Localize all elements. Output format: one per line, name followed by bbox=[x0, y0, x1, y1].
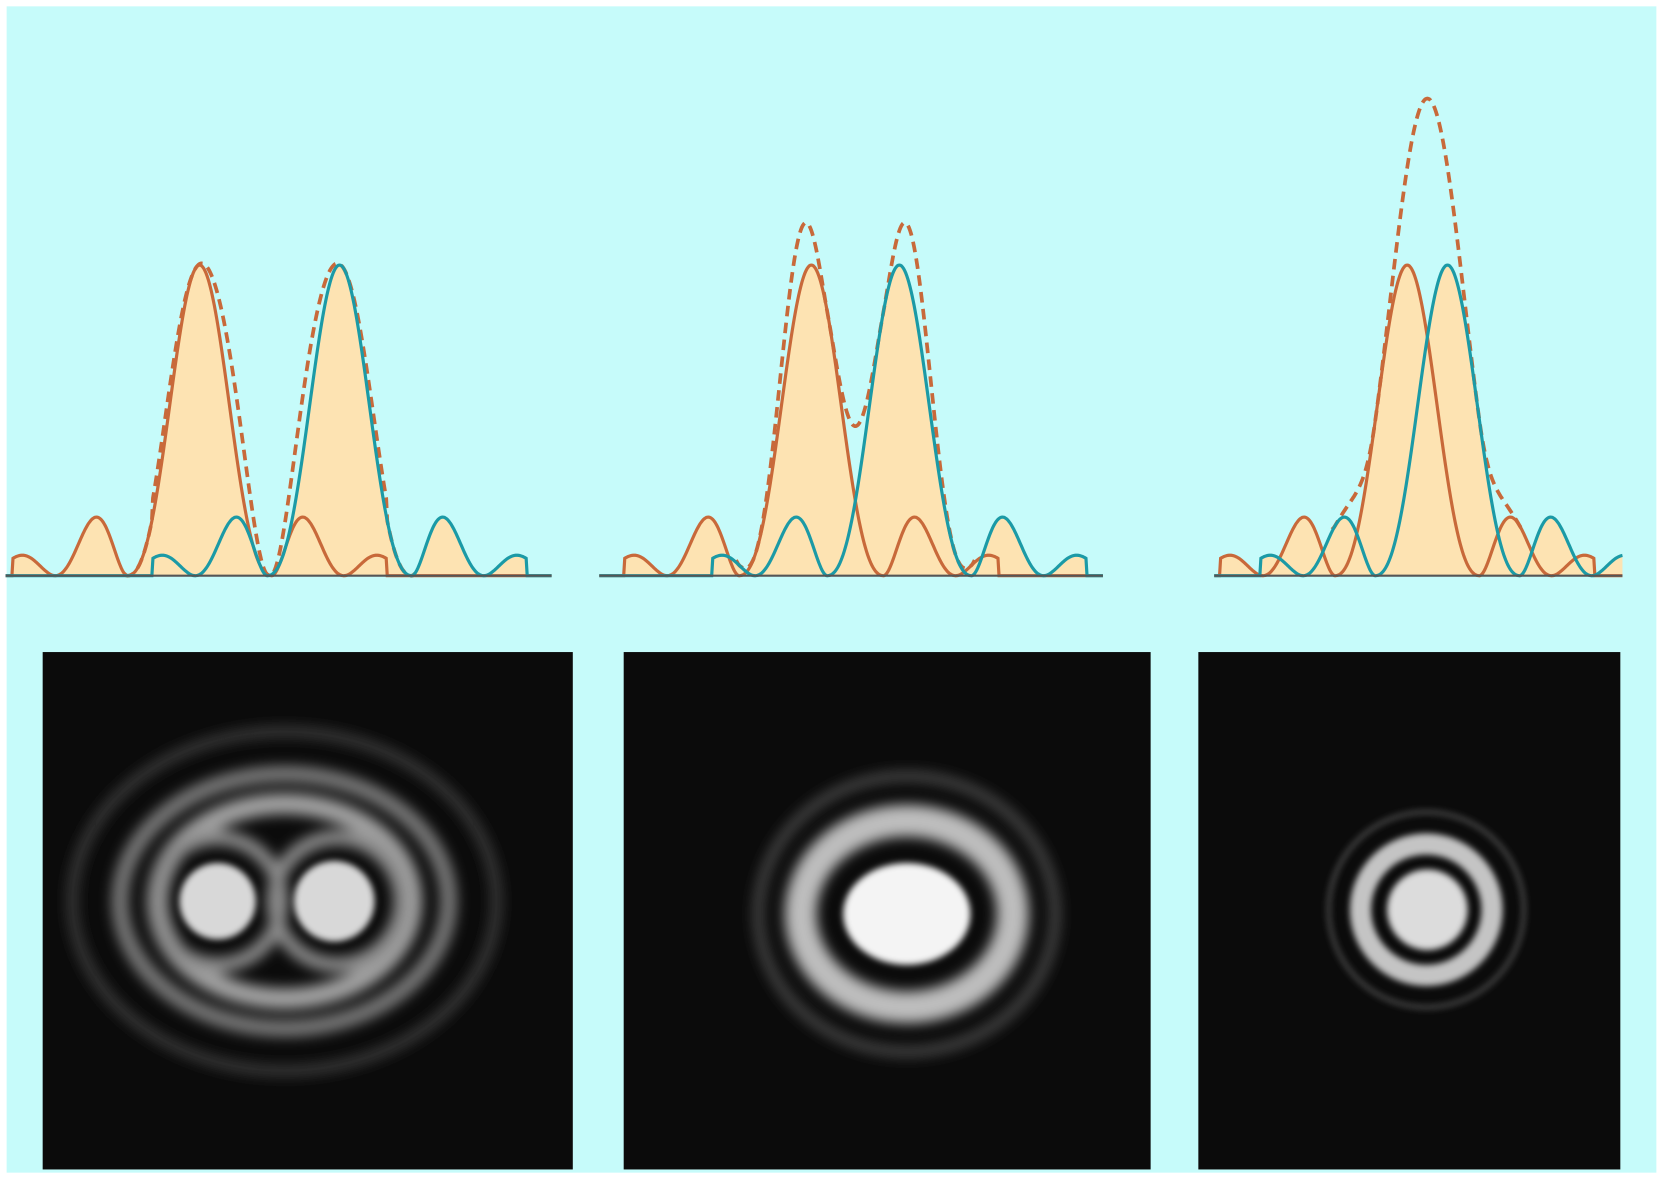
figure bbox=[0, 0, 1663, 1179]
image-panel-rayleigh bbox=[624, 652, 1151, 1169]
image-panel-resolved bbox=[43, 652, 573, 1169]
image-panel-unresolved bbox=[1198, 652, 1620, 1169]
spot bbox=[294, 861, 375, 942]
spot bbox=[843, 863, 970, 965]
spot bbox=[179, 863, 255, 939]
spot bbox=[1387, 869, 1468, 950]
page: (() => { const svg = document.getElement… bbox=[0, 0, 1663, 1179]
